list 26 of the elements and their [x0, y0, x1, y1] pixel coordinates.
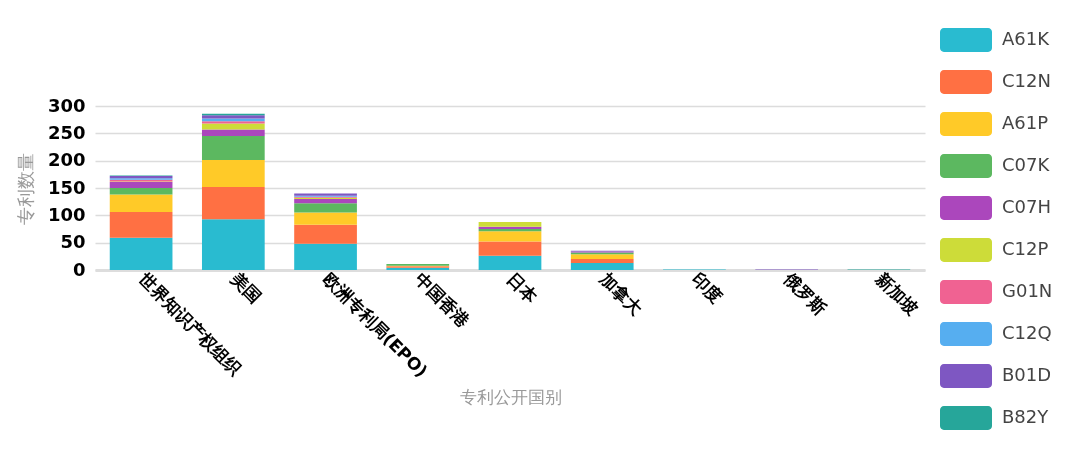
x-tick-label: 印度 — [688, 268, 727, 307]
y-tick-label: 50 — [60, 231, 86, 253]
y-tick-label: 250 — [47, 121, 86, 143]
legend-label: C12Q — [1002, 322, 1052, 343]
x-tick-label: 美国 — [226, 268, 266, 307]
x-axis-title: 专利公开国别 — [459, 387, 562, 408]
y-tick-label: 300 — [47, 94, 86, 116]
legend-label: C07H — [1002, 196, 1052, 217]
legend-label: C07K — [1002, 154, 1051, 175]
legend-label: C12N — [1002, 70, 1051, 91]
y-tick-label: 100 — [47, 203, 86, 225]
y-tick-label: 150 — [47, 176, 86, 198]
legend-label: B82Y — [1002, 406, 1050, 427]
legend-label: C12P — [1002, 238, 1049, 259]
y-tick-label: 200 — [47, 149, 86, 171]
legend-label: G01N — [1002, 280, 1053, 301]
x-tick-label: 中国香港 — [411, 268, 475, 332]
legend-label: B01D — [1002, 364, 1052, 385]
x-tick-label: 新加坡 — [871, 268, 924, 320]
x-tick-label: 加拿大 — [595, 268, 647, 320]
x-tick-label: 日本 — [503, 268, 543, 308]
x-tick-label: 俄罗斯 — [779, 268, 831, 319]
y-axis-title: 专利数量 — [14, 152, 36, 225]
y-tick-label: 0 — [72, 258, 86, 280]
legend-label: A61P — [1002, 112, 1049, 133]
legend-label: A61K — [1002, 28, 1051, 49]
